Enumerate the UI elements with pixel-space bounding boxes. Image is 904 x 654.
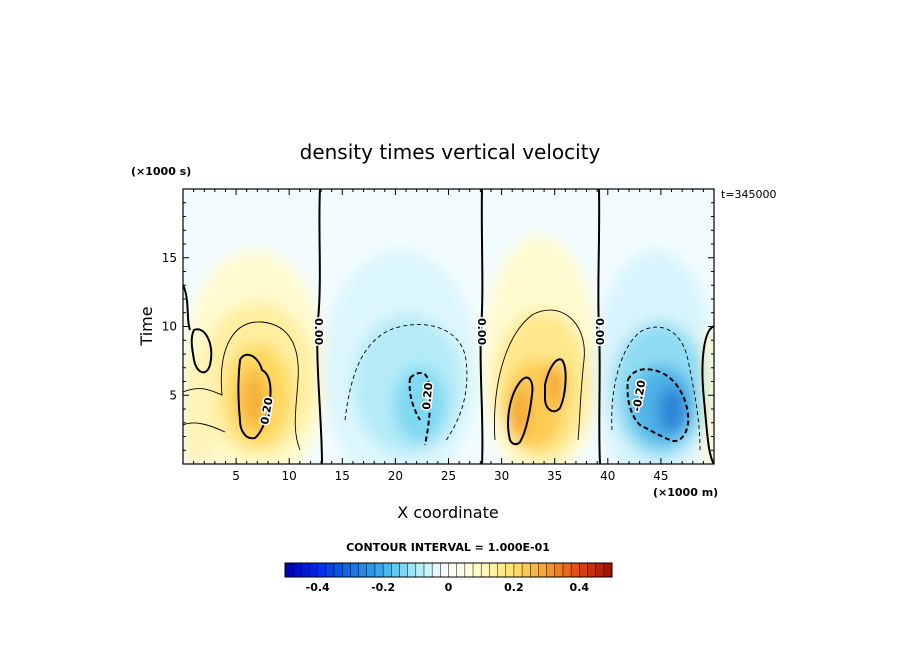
negative-thin-contour [611, 326, 701, 451]
contour-interval-label: CONTOUR INTERVAL = 1.000E-01 [346, 541, 550, 554]
colorbar-swatch [473, 563, 482, 577]
colorbar-swatch [579, 563, 588, 577]
colorbar-swatch [432, 563, 441, 577]
time-stamp-label: t=345000 [721, 188, 777, 201]
y-unit-label: (×1000 s) [131, 165, 191, 178]
contour-label: 0.20 [420, 382, 435, 411]
x-tick-label: 40 [600, 469, 615, 483]
positive-thin-contour [494, 309, 585, 441]
colorbar-swatch [571, 563, 580, 577]
x-tick-label: 25 [441, 469, 456, 483]
colorbar-swatch [505, 563, 515, 577]
contour-label: 0.00 [593, 318, 606, 345]
colorbar-swatch [595, 563, 605, 577]
colorbar-tick-label: 0.2 [504, 581, 524, 594]
colorbar-swatch [309, 563, 318, 577]
colorbar-swatch [530, 563, 539, 577]
contour-label: 0.00 [475, 318, 488, 345]
colorbar-swatch [399, 563, 408, 577]
colorbar-swatch [440, 563, 449, 577]
colorbar-swatch [448, 563, 457, 577]
colorbar-swatch [350, 563, 359, 577]
zero-contour-line [316, 189, 323, 464]
colorbar-swatch [301, 563, 310, 577]
x-tick-label: 5 [232, 469, 240, 483]
y-tick-label: 5 [169, 388, 177, 402]
colorbar-swatch [562, 563, 572, 577]
x-tick-label: 20 [388, 469, 403, 483]
zero-contour-line [597, 189, 601, 464]
x-axis-label: X coordinate [397, 503, 498, 522]
colorbar-frame [284, 562, 613, 578]
contour-label: 0.00 [312, 318, 325, 345]
colorbar: -0.4 -0.2 0 0.2 0.4 [284, 562, 613, 594]
colorbar-swatch [522, 563, 531, 577]
positive-lobe-core [240, 370, 268, 430]
colorbar-swatch [366, 563, 376, 577]
filled-contour-field: 0.20 0.20 0.00 0.00 0.00 -0.20 [183, 189, 714, 464]
colorbar-swatch [456, 563, 466, 577]
colorbar-tick-label: 0 [445, 581, 453, 594]
colorbar-swatch [285, 563, 294, 577]
positive-thin-contour [183, 321, 301, 451]
colorbar-swatch [317, 563, 327, 577]
x-tick-label: 35 [547, 469, 562, 483]
colorbar-swatch [383, 563, 392, 577]
x-axis: 5 10 15 20 25 30 35 40 45 [193, 189, 704, 483]
negative-contour-0.2 [408, 372, 432, 446]
y-tick-label: 10 [162, 320, 177, 334]
colorbar-swatch [334, 563, 343, 577]
colorbar-tick-label: -0.2 [371, 581, 395, 594]
colorbar-swatch [587, 563, 596, 577]
x-tick-label: 30 [494, 469, 509, 483]
zero-contour-line [183, 284, 213, 374]
colorbar-swatch [554, 563, 564, 577]
colorbar-swatch [538, 563, 547, 577]
x-tick-label: 15 [335, 469, 350, 483]
colorbar-swatch [603, 563, 613, 577]
contour-label: 0.20 [258, 396, 276, 425]
colorbar-swatch [513, 563, 523, 577]
chart-title: density times vertical velocity [300, 140, 601, 164]
zero-contour-line [701, 325, 714, 464]
colorbar-swatch [423, 563, 433, 577]
zero-contours [183, 189, 714, 464]
left-edge-shade [183, 360, 213, 464]
colorbar-tick-label: 0.4 [570, 581, 590, 594]
thin-contours [183, 309, 701, 451]
y-tick-label: 15 [162, 251, 177, 265]
colorbar-swatch [358, 563, 368, 577]
colorbar-swatch [391, 563, 400, 577]
right-edge-shade [704, 330, 714, 464]
colorbar-swatch [374, 563, 384, 577]
positive-lobe3-core-b [546, 363, 566, 407]
colorbar-swatch [342, 563, 351, 577]
colorbar-swatch [489, 563, 498, 577]
colorbar-swatch [497, 563, 507, 577]
colorbar-swatch [293, 563, 302, 577]
negative-thin-contour [344, 324, 468, 443]
positive-contour-0.2 [544, 358, 567, 413]
colorbar-tick-label: -0.4 [306, 581, 330, 594]
negative-lobe4-core [658, 386, 686, 434]
colorbar-swatch [481, 563, 490, 577]
colorbar-swatch [407, 563, 417, 577]
x-unit-label: (×1000 m) [653, 486, 718, 499]
x-tick-label: 45 [653, 469, 668, 483]
positive-contour-0.2 [507, 376, 534, 446]
negative-lobe-inner [394, 367, 446, 443]
x-tick-label: 10 [282, 469, 297, 483]
zero-contour-line [479, 189, 484, 464]
negative-contour-0.2 [626, 368, 690, 443]
colorbar-swatch [464, 563, 474, 577]
colorbar-swatch [546, 563, 556, 577]
positive-lobe3-core-a [510, 386, 530, 438]
positive-contour-0.2 [237, 353, 272, 440]
colorbar-swatch [415, 563, 425, 577]
y-axis: 5 10 15 [162, 202, 714, 451]
strong-contours [237, 353, 690, 446]
colorbar-swatch [325, 563, 335, 577]
y-axis-label: Time [137, 306, 156, 346]
